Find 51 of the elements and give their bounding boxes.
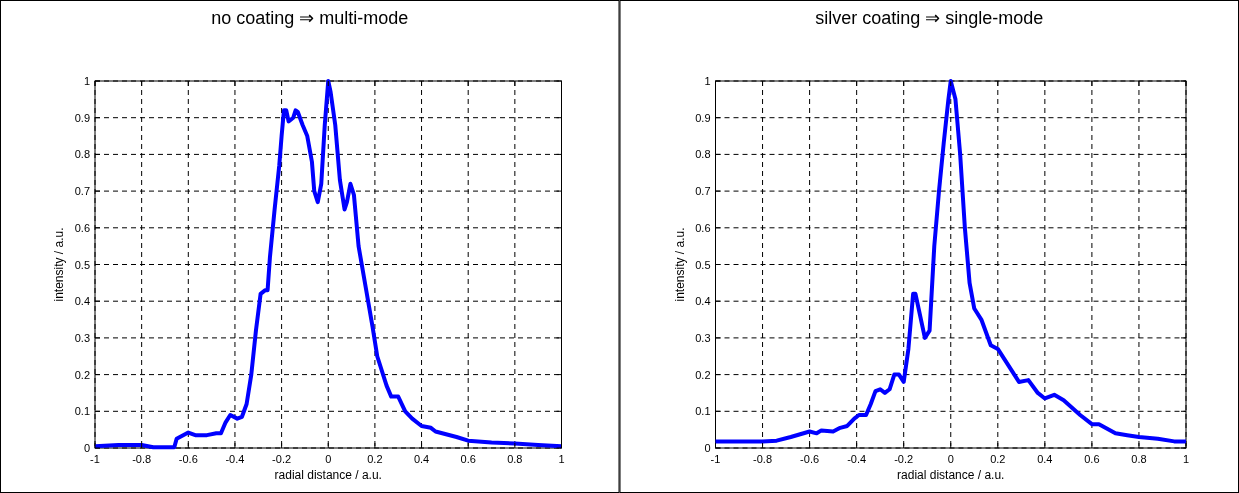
y-tick-label: 0.7	[74, 185, 90, 198]
x-tick-label: -1	[90, 453, 100, 465]
x-tick-label: 1	[558, 453, 565, 465]
x-tick-label: 0.8	[507, 453, 523, 465]
x-tick-label: 0	[947, 453, 954, 465]
y-axis-title: intensity / a.u.	[672, 227, 687, 302]
y-tick-label: 0.7	[695, 185, 711, 198]
y-tick-label: 0.8	[74, 148, 90, 161]
x-axis-title: radial distance / a.u.	[274, 468, 382, 482]
y-tick-label: 0.6	[74, 221, 90, 234]
y-tick-label: 0.1	[74, 405, 90, 418]
y-tick-label: 0.2	[695, 368, 711, 381]
x-tick-label: 0.8	[1131, 453, 1147, 465]
x-tick-label: -0.4	[225, 453, 245, 465]
y-axis-title: intensity / a.u.	[52, 227, 66, 302]
y-tick-label: 0.3	[74, 331, 90, 344]
y-tick-label: 0.9	[74, 111, 90, 124]
y-tick-label: 0.4	[695, 295, 711, 308]
y-tick-label: 0.3	[695, 331, 711, 344]
y-tick-label: 0.9	[695, 111, 711, 124]
y-tick-label: 0.5	[74, 258, 90, 271]
y-tick-label: 1	[83, 75, 90, 87]
y-tick-label: 0.2	[74, 368, 90, 381]
x-tick-label: 0.6	[460, 453, 476, 465]
x-tick-label: -0.4	[847, 453, 867, 465]
x-tick-label: -0.6	[178, 453, 198, 465]
x-tick-label: -1	[710, 453, 721, 465]
y-tick-label: 0.1	[695, 405, 711, 418]
line-series	[95, 79, 562, 450]
x-axis-title: radial distance / a.u.	[897, 468, 1005, 482]
x-tick-label: -0.6	[800, 453, 820, 465]
y-tick-label: 0	[83, 442, 90, 454]
x-tick-label: 1	[1182, 453, 1190, 465]
y-tick-label: 0.5	[695, 258, 711, 271]
x-tick-label: 0.4	[413, 453, 430, 465]
y-tick-label: 0.4	[74, 295, 90, 308]
x-tick-label: -0.8	[753, 453, 773, 465]
chart-title: no coating ⇒ multi-mode	[211, 8, 409, 28]
x-tick-label: -0.8	[132, 453, 152, 465]
y-tick-label: 0.8	[695, 148, 711, 161]
x-tick-label: 0.2	[367, 453, 383, 465]
x-tick-label: 0	[325, 453, 332, 465]
y-tick-label: 0	[704, 442, 711, 454]
x-tick-label: 0.6	[1084, 453, 1100, 465]
x-tick-label: -0.2	[894, 453, 914, 465]
x-tick-label: 0.2	[990, 453, 1006, 465]
x-tick-label: -0.2	[272, 453, 292, 465]
y-tick-label: 0.6	[695, 221, 711, 234]
x-tick-label: 0.4	[1037, 453, 1053, 465]
y-tick-label: 1	[704, 75, 711, 87]
chart-title: silver coating ⇒ single-mode	[815, 8, 1044, 28]
